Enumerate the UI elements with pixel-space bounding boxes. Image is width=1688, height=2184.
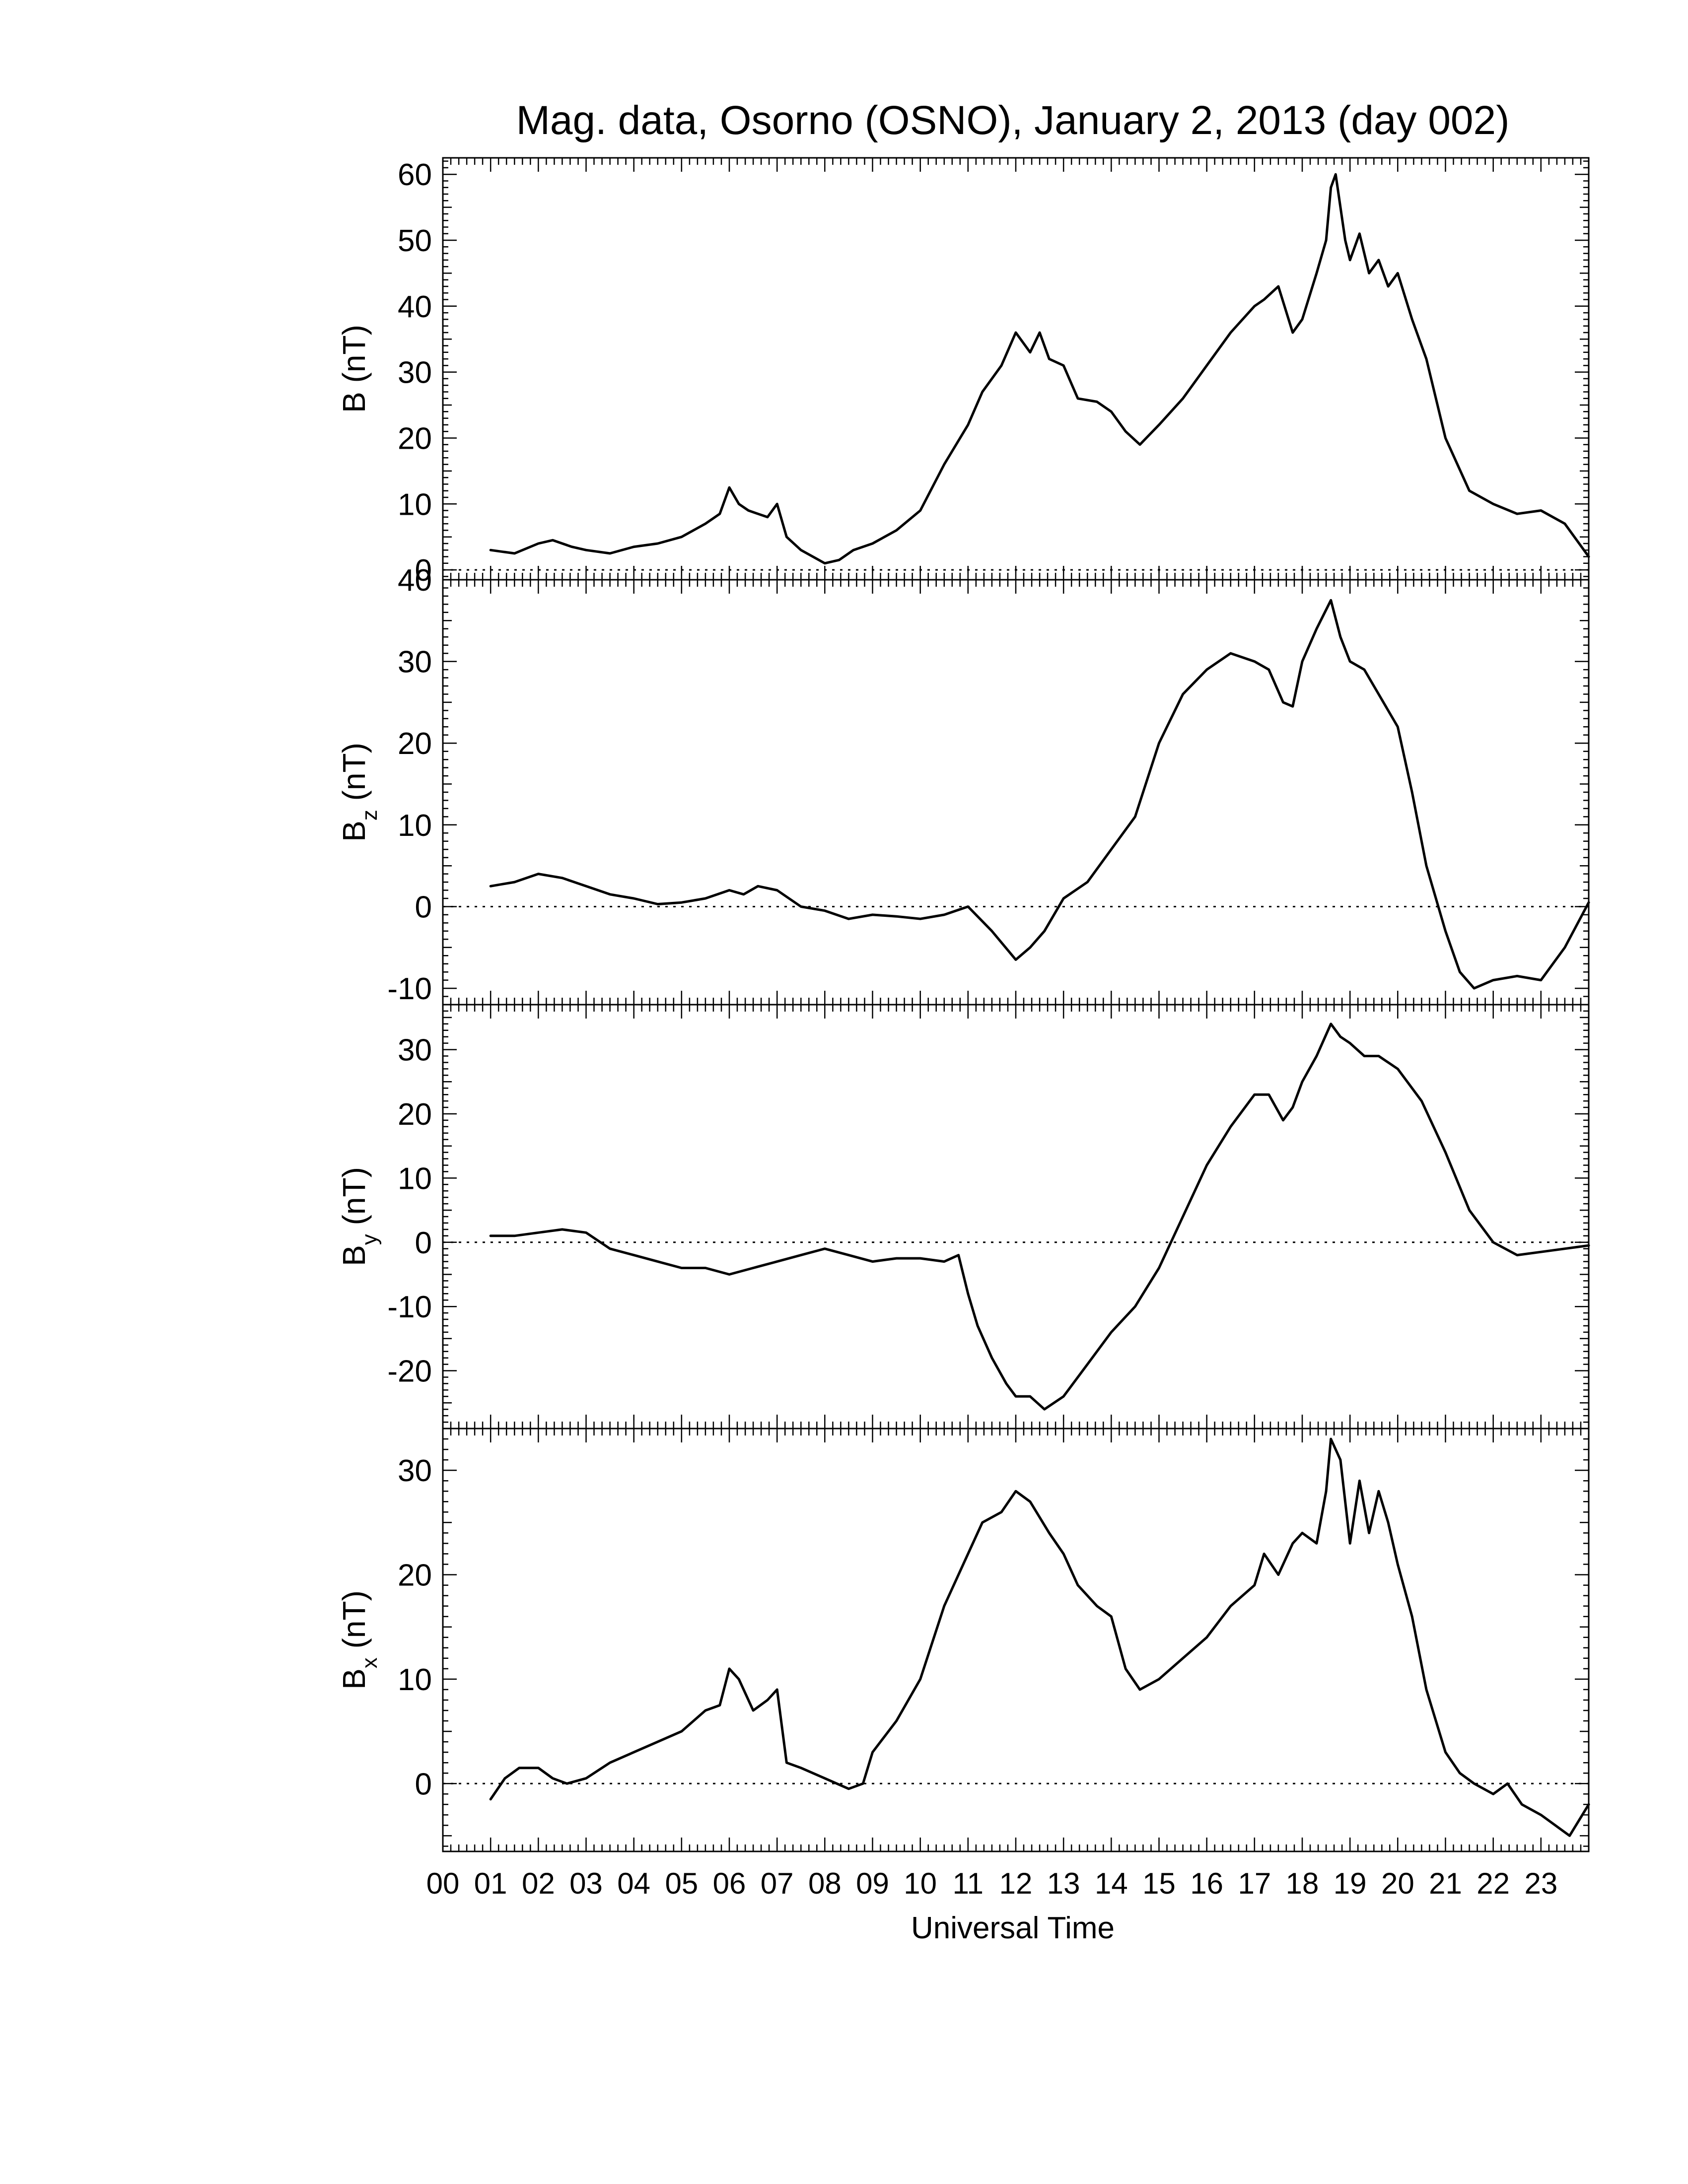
y-tick-label: 20 (398, 421, 432, 456)
y-tick-label: 0 (415, 890, 432, 924)
x-tick-label: 08 (808, 1867, 842, 1900)
panel-frame (442, 1004, 1590, 1430)
y-tick-label: 30 (398, 1033, 432, 1068)
x-tick-labels: 00 01 02 03 04 05 06 07 08 09 10 11 12 13 14 15 16 17 18 19… (426, 1867, 1558, 1900)
y-tick-label: 0 (415, 1767, 432, 1801)
x-tick-label: 15 (1142, 1867, 1176, 1900)
y-tick-label: 10 (398, 487, 432, 522)
y-tick-label: 0 (415, 1226, 432, 1260)
y-tick-label: 10 (398, 1161, 432, 1196)
x-tick-label: 17 (1238, 1867, 1271, 1900)
series-line-by (489, 1023, 1590, 1411)
y-tick-label: 20 (398, 727, 432, 761)
y-tick-label: 30 (398, 645, 432, 680)
y-tick-label: 40 (398, 290, 432, 324)
x-ticks (442, 158, 1590, 580)
y-axis-label: By (nT) (336, 1167, 382, 1266)
x-tick-label: 23 (1524, 1867, 1557, 1900)
y-tick-label: 40 (398, 563, 432, 598)
y-tick-label: 0 (415, 553, 432, 588)
panel-b: 0 10 20 30 40 50 60 B (nT) (336, 157, 1590, 588)
y-tick-label: 20 (398, 1559, 432, 1593)
x-tick-label: 01 (474, 1867, 507, 1900)
y-tick-label: 60 (398, 158, 432, 192)
x-axis-label: Universal Time (911, 1911, 1115, 1945)
x-tick-label: 12 (999, 1867, 1033, 1900)
panel-frame (442, 579, 1590, 1006)
x-tick-label: 03 (569, 1867, 603, 1900)
y-axis-label: Bx (nT) (336, 1590, 382, 1690)
x-tick-label: 19 (1334, 1867, 1367, 1900)
series-line-b (489, 173, 1590, 565)
x-tick-label: 02 (522, 1867, 555, 1900)
y-tick-label: 30 (398, 1454, 432, 1488)
series-line-bz (489, 599, 1590, 990)
x-ticks (442, 1005, 1590, 1429)
x-tick-label: 20 (1381, 1867, 1414, 1900)
x-tick-label: 14 (1095, 1867, 1128, 1900)
x-tick-label: 06 (713, 1867, 746, 1900)
y-ticks (443, 1428, 1589, 1847)
y-tick-label: -10 (387, 1290, 432, 1324)
x-tick-label: 11 (953, 1867, 984, 1900)
y-tick-label: 30 (398, 356, 432, 390)
panel-by: -20 -10 0 10 20 30 By (nT) (336, 1004, 1590, 1430)
x-tick-label: 09 (856, 1867, 889, 1900)
panel-bx: 0 10 20 30 Bx (nT) (336, 1428, 1590, 1852)
y-ticks (443, 1004, 1589, 1430)
x-tick-label: 21 (1429, 1867, 1462, 1900)
x-tick-label: 22 (1477, 1867, 1510, 1900)
y-ticks (443, 160, 1589, 577)
x-tick-label: 05 (665, 1867, 698, 1900)
y-tick-label: -10 (387, 972, 432, 1006)
x-tick-label: 07 (761, 1867, 794, 1900)
y-axis-label: B (nT) (336, 325, 372, 413)
x-tick-label: 00 (426, 1867, 460, 1900)
chart-title: Mag. data, Osorno (OSNO), January 2, 201… (516, 98, 1510, 143)
x-tick-label: 13 (1047, 1867, 1080, 1900)
x-tick-label: 10 (904, 1867, 937, 1900)
x-ticks (442, 1429, 1590, 1851)
y-tick-label: 10 (398, 809, 432, 843)
panel-frame (442, 157, 1590, 581)
x-tick-label: 18 (1286, 1867, 1319, 1900)
y-tick-label: -20 (387, 1355, 432, 1389)
y-tick-label: 20 (398, 1097, 432, 1132)
y-tick-label: 10 (398, 1663, 432, 1697)
y-ticks (443, 579, 1589, 1006)
panels: 0 10 20 30 40 50 60 B (nT) -10 0 10 20 30 40 Bz (nT) -2… (336, 157, 1590, 1852)
y-axis-label: Bz (nT) (336, 743, 382, 842)
x-ticks (442, 580, 1590, 1005)
y-tick-label: 50 (398, 224, 432, 258)
series-line-bx (489, 1437, 1590, 1837)
x-tick-label: 16 (1190, 1867, 1223, 1900)
panel-bz: -10 0 10 20 30 40 Bz (nT) (336, 563, 1590, 1006)
x-tick-label: 04 (617, 1867, 650, 1900)
